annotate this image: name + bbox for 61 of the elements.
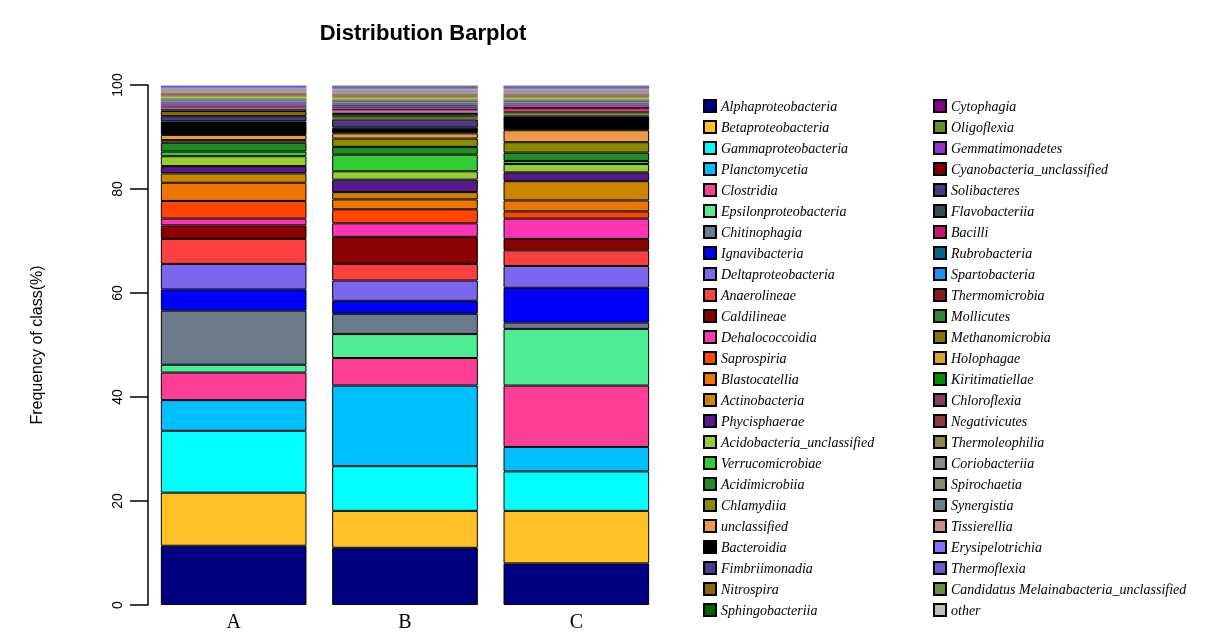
x-tick-label: C xyxy=(569,610,584,632)
legend-label: unclassified xyxy=(721,518,789,534)
legend-label: Kiritimatiellae xyxy=(950,371,1034,387)
legend-label: Thermoflexia xyxy=(951,560,1026,576)
x-tick-label: B xyxy=(398,610,412,632)
legend-label: Ignavibacteria xyxy=(720,245,804,261)
legend-label: Acidobacteria_unclassified xyxy=(720,434,876,450)
legend-label: other xyxy=(951,602,982,618)
legend-label: Coriobacteriia xyxy=(951,455,1035,471)
legend-label: Erysipelotrichia xyxy=(950,539,1042,555)
legend-label: Thermoleophilia xyxy=(951,434,1045,450)
legend-label: Cyanobacteria_unclassified xyxy=(951,161,1110,177)
legend-label: Candidatus Melainabacteria_unclassified xyxy=(951,581,1188,597)
legend-label: Solibacteres xyxy=(951,182,1021,198)
legend-label: Cytophagia xyxy=(951,98,1017,114)
y-tick-label: 0 xyxy=(109,600,125,609)
legend-label: Nitrospira xyxy=(720,581,779,597)
y-axis-title: Frequency of class(%) xyxy=(27,265,45,425)
legend-label: Gammaproteobacteria xyxy=(721,140,849,156)
y-tick-label: 20 xyxy=(109,493,125,509)
legend-label: Gemmatimonadetes xyxy=(951,140,1063,156)
legend-label: Chitinophagia xyxy=(721,224,802,240)
legend-label: Sphingobacteriia xyxy=(721,602,818,618)
y-tick-label: 60 xyxy=(109,285,125,301)
legend-label: Bacilli xyxy=(951,224,989,240)
legend-label: Actinobacteria xyxy=(720,392,805,408)
legend-label: Flavobacteriia xyxy=(950,203,1035,219)
y-tick-label: 40 xyxy=(109,389,125,405)
legend-label: Clostridia xyxy=(721,182,778,198)
legend-label: Blastocatellia xyxy=(721,371,799,387)
legend-label: Planctomycetia xyxy=(720,161,809,177)
y-tick-label: 100 xyxy=(109,73,125,97)
legend-label: Epsilonproteobacteria xyxy=(720,203,847,219)
legend-label: Saprospiria xyxy=(721,350,787,366)
chart-title: Distribution Barplot xyxy=(319,19,527,45)
legend-label: Rubrobacteria xyxy=(950,245,1033,261)
legend-label: Alphaproteobacteria xyxy=(720,98,838,114)
legend-label: Tissierellia xyxy=(951,518,1013,534)
x-tick-label: A xyxy=(226,610,242,632)
y-tick-label: 80 xyxy=(109,181,125,197)
legend-label: Oligoflexia xyxy=(951,119,1014,135)
legend-label: Thermomicrobia xyxy=(951,287,1045,303)
legend-label: Verrucomicrobiae xyxy=(721,455,822,471)
legend-label: Methanomicrobia xyxy=(950,329,1051,345)
legend-label: Mollicutes xyxy=(950,308,1011,324)
legend-label: Phycisphaerae xyxy=(720,413,805,429)
legend-label: Holophagae xyxy=(950,350,1021,366)
legend-label: Spirochaetia xyxy=(951,476,1023,492)
legend-label: Chlamydiia xyxy=(721,497,787,513)
legend-label: Spartobacteria xyxy=(951,266,1035,282)
legend-label: Dehalococcoidia xyxy=(720,329,817,345)
legend-label: Negativicutes xyxy=(950,413,1028,429)
legend-label: Synergistia xyxy=(951,497,1014,513)
legend-label: Fimbriimonadia xyxy=(720,560,813,576)
legend-label: Deltaproteobacteria xyxy=(720,266,835,282)
legend-label: Bacteroidia xyxy=(721,539,787,555)
legend-label: Caldilineae xyxy=(721,308,787,324)
legend-label: Chloroflexia xyxy=(951,392,1022,408)
legend-label: Anaerolineae xyxy=(720,287,796,303)
legend-label: Betaproteobacteria xyxy=(721,119,830,135)
legend-label: Acidimicrobiia xyxy=(720,476,805,492)
